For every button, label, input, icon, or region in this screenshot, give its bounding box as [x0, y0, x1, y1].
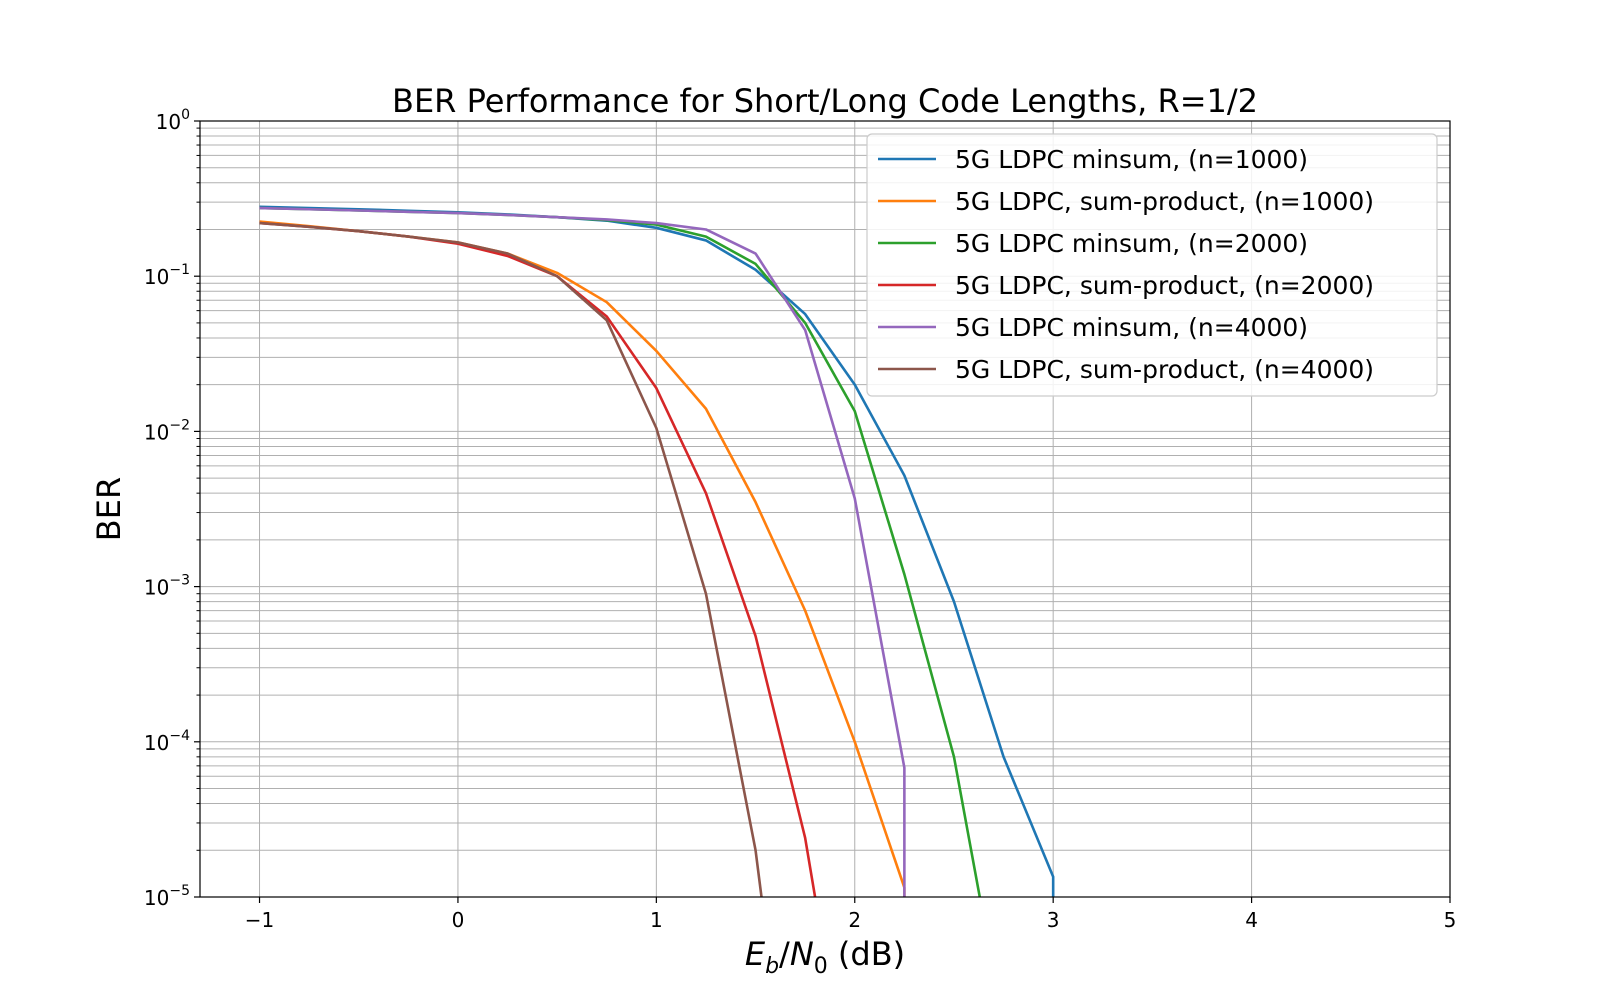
x-label-sub2: 0: [814, 954, 828, 979]
legend-label: 5G LDPC minsum, (n=2000): [955, 229, 1308, 258]
series-line-5: [259, 206, 906, 897]
legend: 5G LDPC minsum, (n=1000) 5G LDPC, sum-pro…: [866, 133, 1438, 397]
x-label-sub: b: [765, 954, 779, 979]
legend-label: 5G LDPC, sum-product, (n=2000): [955, 271, 1374, 300]
x-label-unit: (dB): [828, 935, 905, 973]
x-axis-label: Eb/N0 (dB): [745, 935, 905, 979]
y-tick-label: 10−4: [144, 728, 190, 755]
series-line-6: [259, 221, 763, 898]
chart-title: BER Performance for Short/Long Code Leng…: [392, 82, 1258, 120]
series-lines: [259, 205, 1055, 898]
x-tick-label: 5: [1444, 908, 1457, 932]
x-tick-label: 4: [1245, 908, 1258, 932]
legend-label: 5G LDPC minsum, (n=1000): [955, 145, 1308, 174]
y-tick-label: 10−3: [144, 573, 190, 600]
x-tick-label: 0: [452, 908, 465, 932]
x-tick-label: 1: [650, 908, 663, 932]
x-tick-label: −1: [245, 908, 274, 932]
y-tick-label: 100: [156, 107, 190, 134]
legend-label: 5G LDPC, sum-product, (n=1000): [955, 187, 1374, 216]
plot-frame: [199, 120, 1451, 898]
legend-label: 5G LDPC, sum-product, (n=4000): [955, 355, 1374, 384]
y-tick-label: 10−5: [144, 883, 190, 910]
legend-label: 5G LDPC minsum, (n=4000): [955, 313, 1308, 342]
x-label-slash: /: [779, 935, 790, 973]
ticks: −1 0 1 2 3 4 5 100 10−1 10−2 10−3 10−4 10−5: [144, 107, 1456, 932]
x-tick-label: 2: [848, 908, 861, 932]
x-label-var2: N: [790, 935, 814, 973]
y-axis-label: BER: [90, 477, 128, 541]
x-label-var: E: [745, 935, 766, 973]
x-tick-label: 3: [1047, 908, 1060, 932]
legend-box: [866, 133, 1438, 397]
y-tick-label: 10−2: [144, 417, 190, 444]
y-tick-label: 10−1: [144, 262, 190, 289]
